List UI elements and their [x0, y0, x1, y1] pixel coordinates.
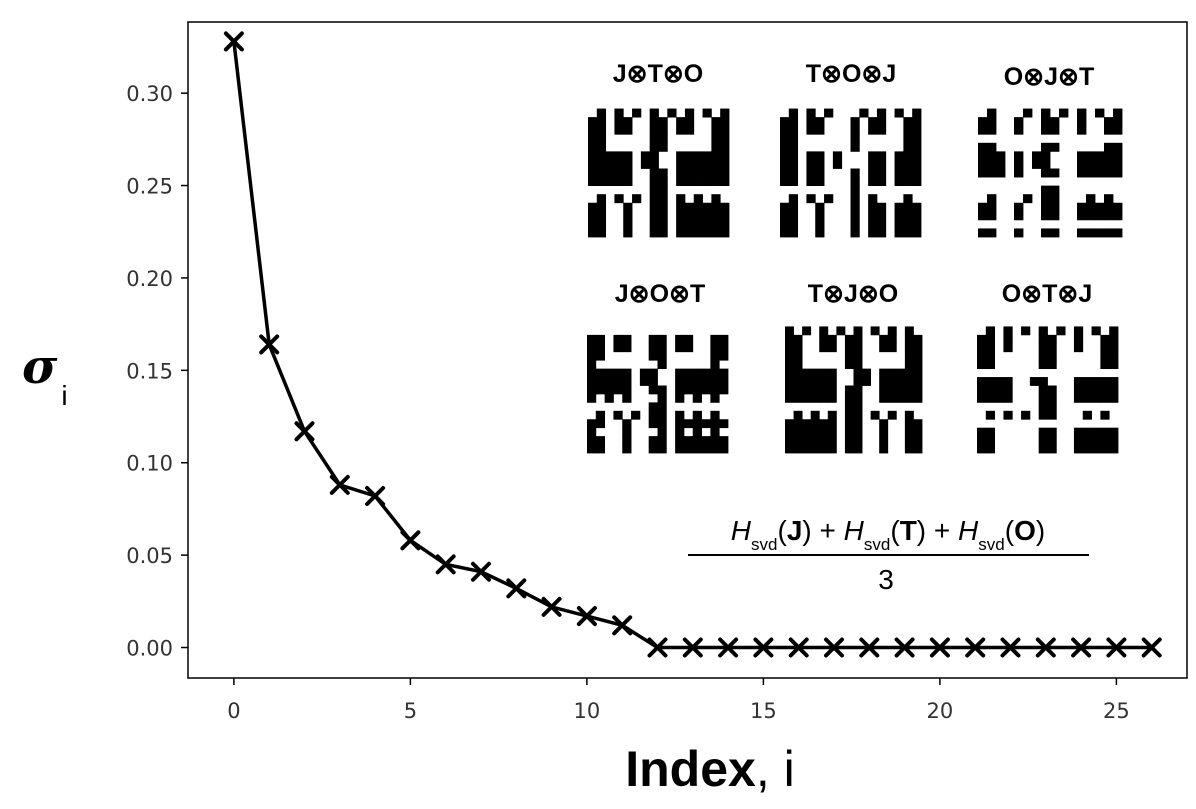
data-point-marker — [965, 637, 986, 658]
inset-image-jot — [587, 334, 729, 454]
data-point-marker — [788, 637, 809, 658]
y-tick-label: 0.20 — [126, 267, 173, 291]
data-point-marker — [506, 578, 527, 599]
x-tick-label: 10 — [574, 699, 601, 723]
data-point-marker — [1106, 637, 1127, 658]
y-tick-label: 0.00 — [126, 637, 173, 661]
data-point-marker — [682, 637, 703, 658]
data-point-marker — [1035, 637, 1056, 658]
data-point-marker — [753, 637, 774, 658]
x-tick-label: 20 — [927, 699, 954, 723]
data-point-marker — [1071, 637, 1092, 658]
y-tick-label: 0.05 — [126, 544, 173, 568]
plot-frame — [187, 21, 1188, 679]
data-point-marker — [859, 637, 880, 658]
series-markers — [223, 31, 1162, 658]
y-tick-label: 0.25 — [126, 175, 173, 199]
data-point-marker — [223, 31, 244, 52]
data-point-marker — [329, 474, 350, 495]
x-axis-ticks: 0 5 10 15 20 25 — [227, 678, 1130, 723]
inset-image-otj — [977, 326, 1119, 454]
data-point-marker — [1141, 637, 1162, 658]
y-axis-ticks: 0.00 0.05 0.10 0.15 0.20 0.25 0.30 — [126, 82, 188, 661]
data-point-marker — [1000, 637, 1021, 658]
data-point-marker — [259, 334, 280, 355]
formula-numerator: Hsvd(J) + Hsvd(T) + Hsvd(O) — [731, 515, 1045, 554]
inset-title-jot: J⊗O⊗T — [615, 280, 706, 308]
x-tick-label: 15 — [750, 699, 777, 723]
inset-title-ojt: O⊗J⊗T — [1004, 63, 1095, 91]
inset-title-jto: J⊗T⊗O — [613, 60, 704, 88]
data-point-marker — [647, 637, 668, 658]
formula-denominator: 3 — [878, 564, 894, 595]
data-point-marker — [612, 615, 633, 636]
data-point-marker — [435, 554, 456, 575]
y-axis-label: σi — [22, 339, 68, 411]
y-tick-label: 0.15 — [126, 359, 173, 383]
data-point-marker — [541, 596, 562, 617]
data-point-marker — [470, 561, 491, 582]
x-tick-label: 5 — [404, 699, 417, 723]
inset-title-tjo: T⊗J⊗O — [808, 280, 899, 308]
data-point-marker — [400, 530, 421, 551]
y-tick-label: 0.10 — [126, 452, 173, 476]
inset-image-toj — [780, 108, 922, 238]
data-point-marker — [576, 606, 597, 627]
data-point-marker — [823, 637, 844, 658]
data-point-marker — [718, 637, 739, 658]
data-point-marker — [365, 485, 386, 506]
inset-image-ojt — [978, 108, 1123, 238]
inset-image-jto — [588, 108, 730, 238]
inset-title-toj: T⊗O⊗J — [806, 60, 897, 88]
x-axis-label: Index, i — [625, 741, 795, 797]
y-tick-label: 0.30 — [126, 82, 173, 106]
x-tick-label: 25 — [1103, 699, 1130, 723]
data-point-marker — [294, 421, 315, 442]
inset-title-otj: O⊗T⊗J — [1002, 280, 1093, 308]
data-point-marker — [894, 637, 915, 658]
inset-image-tjo — [785, 326, 923, 454]
data-point-marker — [929, 637, 950, 658]
x-tick-label: 0 — [227, 699, 240, 723]
